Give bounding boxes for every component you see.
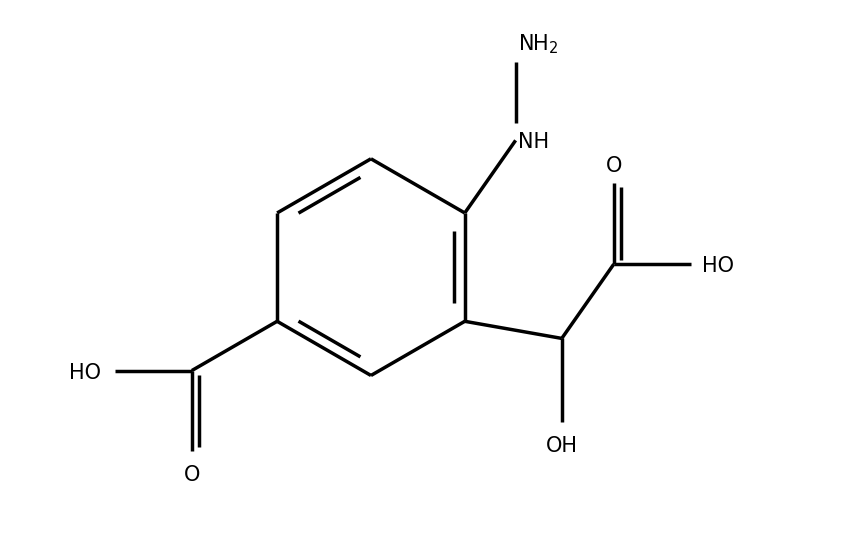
Text: OH: OH [546, 436, 577, 456]
Text: O: O [184, 465, 200, 485]
Text: O: O [605, 156, 622, 176]
Text: NH: NH [518, 132, 549, 152]
Text: NH$_2$: NH$_2$ [518, 33, 558, 56]
Text: HO: HO [702, 256, 734, 276]
Text: HO: HO [69, 363, 101, 383]
